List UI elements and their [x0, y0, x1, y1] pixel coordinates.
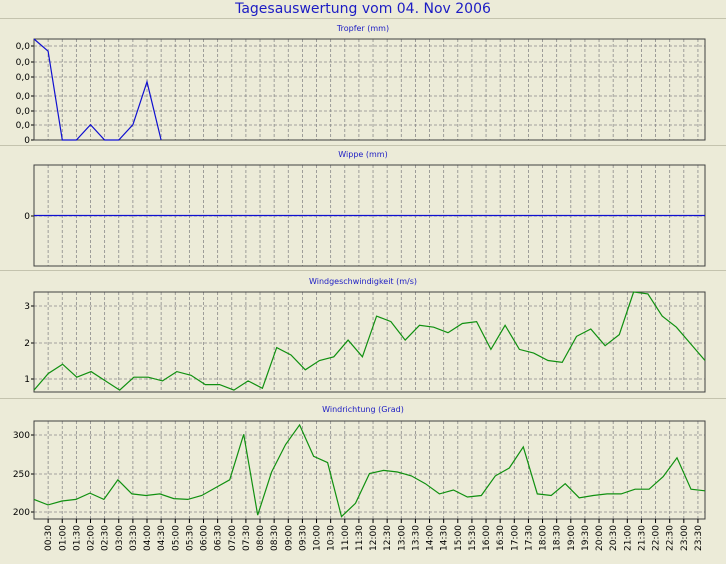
y-tick-label: 2	[24, 339, 30, 349]
chart-panel-4: Windrichtung (Grad) 200 250 300	[0, 398, 726, 520]
y-tick-label: 0	[24, 212, 30, 222]
x-tick-label: 07:00	[228, 525, 238, 551]
x-tick-label: 10:30	[327, 525, 337, 551]
x-tick-label: 17:00	[510, 525, 520, 551]
plot-frame	[33, 291, 706, 393]
x-tick-label: 09:00	[284, 525, 294, 551]
x-tick-label: 07:30	[242, 525, 252, 551]
y-tick-label: 200	[13, 508, 30, 518]
x-tick-label: 20:30	[609, 525, 619, 551]
x-tick-label: 06:30	[214, 525, 224, 551]
x-tick-label: 01:00	[58, 525, 68, 551]
x-tick-label: 14:30	[440, 525, 450, 551]
plot-frame	[33, 420, 706, 520]
x-tick-label: 20:00	[595, 525, 605, 551]
x-tick-label: 18:00	[539, 525, 549, 551]
y-tick-label: 300	[13, 431, 30, 441]
x-tick-label: 02:30	[101, 525, 111, 551]
y-tick-label: 0,0	[16, 73, 31, 83]
panel-title: Windrichtung (Grad)	[322, 405, 404, 414]
y-tick-label: 0,0	[16, 42, 31, 52]
x-tick-label: 14:00	[426, 525, 436, 551]
x-tick-label: 11:30	[355, 525, 365, 551]
y-tick-label: 250	[13, 470, 30, 480]
series-line	[33, 291, 706, 391]
x-tick-label: 16:00	[482, 525, 492, 551]
x-tick-label: 22:00	[652, 525, 662, 551]
x-tick-label: 22:30	[666, 525, 676, 551]
y-tick-label: 3	[24, 302, 30, 312]
x-tick-label: 19:00	[567, 525, 577, 551]
chart-panel-2: Wippe (mm) 0	[0, 145, 726, 267]
plot-frame	[33, 38, 706, 141]
x-tick-label: 21:30	[637, 525, 647, 551]
chart-panel-1: Tropfer (mm) 0,0 0,0 0,0 0,0 0,0 0,0 0	[0, 18, 726, 146]
x-tick-label: 05:00	[171, 525, 181, 551]
x-tick-label: 17:30	[524, 525, 534, 551]
panel-title: Wippe (mm)	[338, 150, 387, 159]
x-tick-label: 00:30	[44, 525, 54, 551]
x-tick-label: 04:00	[143, 525, 153, 551]
x-tick-label: 01:30	[72, 525, 82, 551]
x-tick-label: 19:30	[581, 525, 591, 551]
x-tick-label: 08:30	[270, 525, 280, 551]
series-line	[33, 423, 706, 518]
y-tick-label: 0,0	[16, 107, 31, 117]
page-title: Tagesauswertung vom 04. Nov 2006	[235, 1, 491, 17]
x-tick-label: 08:00	[256, 525, 266, 551]
x-tick-label: 13:00	[397, 525, 407, 551]
x-tick-label: 18:30	[553, 525, 563, 551]
x-tick-label: 06:00	[200, 525, 210, 551]
x-tick-label: 10:00	[313, 525, 323, 551]
x-tick-label: 23:00	[680, 525, 690, 551]
panel-title: Tropfer (mm)	[336, 24, 389, 33]
x-tick-label: 02:00	[87, 525, 97, 551]
x-tick-label: 15:30	[468, 525, 478, 551]
x-tick-label: 05:30	[185, 525, 195, 551]
y-tick-label: 0,0	[16, 58, 31, 68]
x-tick-label: 13:30	[411, 525, 421, 551]
x-tick-label: 15:00	[454, 525, 464, 551]
x-tick-label: 03:30	[129, 525, 139, 551]
x-tick-label: 04:30	[157, 525, 167, 551]
y-tick-label: 0,0	[16, 92, 31, 102]
y-tick-label: 0,0	[16, 121, 31, 131]
y-tick-label: 1	[24, 375, 30, 385]
y-tick-label: 0	[24, 136, 30, 146]
chart-panel-3: Windgeschwindigkeit (m/s) 1 2 3	[0, 270, 726, 393]
x-tick-label: 16:30	[496, 525, 506, 551]
x-tick-label: 21:00	[623, 525, 633, 551]
x-tick-label: 09:30	[298, 525, 308, 551]
x-tick-label: 11:00	[341, 525, 351, 551]
panel-title: Windgeschwindigkeit (m/s)	[309, 277, 417, 286]
x-tick-label: 12:30	[383, 525, 393, 551]
series-line	[33, 38, 162, 141]
x-axis: 00:30 01:00 01:30 02:00 02:30 03:00 03:30 04:00…	[44, 519, 704, 551]
x-tick-label: 12:00	[369, 525, 379, 551]
x-tick-label: 03:00	[115, 525, 125, 551]
x-tick-label: 23:30	[694, 525, 704, 551]
